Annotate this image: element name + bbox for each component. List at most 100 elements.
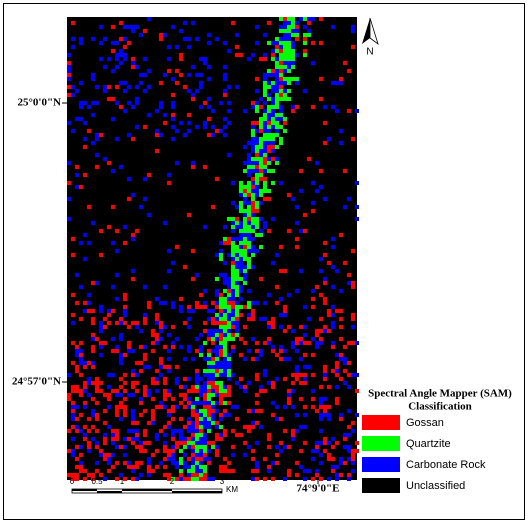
raster-pixel xyxy=(275,37,279,41)
raster-pixel xyxy=(331,245,335,249)
raster-pixel xyxy=(71,425,75,429)
raster-pixel xyxy=(319,417,323,421)
raster-pixel xyxy=(83,309,87,313)
raster-pixel xyxy=(267,161,271,165)
raster-pixel xyxy=(283,357,287,361)
raster-pixel xyxy=(351,249,355,253)
raster-pixel xyxy=(223,345,227,349)
raster-pixel xyxy=(323,121,327,125)
raster-pixel xyxy=(287,293,291,297)
raster-pixel xyxy=(135,389,139,393)
raster-pixel xyxy=(235,273,239,277)
raster-pixel xyxy=(87,381,91,385)
raster-pixel xyxy=(231,181,235,185)
raster-pixel xyxy=(291,105,295,109)
raster-pixel xyxy=(91,337,95,341)
raster-pixel xyxy=(119,333,123,337)
raster-pixel xyxy=(95,385,99,389)
raster-pixel xyxy=(199,457,203,461)
raster-pixel xyxy=(83,469,87,473)
raster-pixel xyxy=(195,453,199,457)
raster-pixel xyxy=(91,361,95,365)
raster-pixel xyxy=(139,461,143,465)
raster-pixel xyxy=(331,25,335,29)
raster-pixel xyxy=(131,61,135,65)
raster-pixel xyxy=(111,309,115,313)
raster-pixel xyxy=(267,229,271,233)
raster-pixel xyxy=(283,309,287,313)
raster-pixel xyxy=(267,293,271,297)
raster-pixel xyxy=(311,61,315,65)
raster-pixel xyxy=(123,373,127,377)
raster-pixel xyxy=(299,229,303,233)
raster-pixel xyxy=(247,173,251,177)
raster-pixel xyxy=(251,157,255,161)
raster-pixel xyxy=(195,37,199,41)
raster-pixel xyxy=(283,25,287,29)
raster-pixel xyxy=(251,469,255,473)
raster-pixel xyxy=(195,477,199,481)
raster-pixel xyxy=(203,373,207,377)
raster-pixel xyxy=(147,305,151,309)
raster-pixel xyxy=(207,369,211,373)
raster-pixel xyxy=(111,97,115,101)
raster-pixel xyxy=(203,413,207,417)
raster-pixel xyxy=(143,317,147,321)
raster-pixel xyxy=(311,305,315,309)
raster-pixel xyxy=(239,305,243,309)
raster-pixel xyxy=(267,97,271,101)
raster-pixel xyxy=(267,133,271,137)
raster-pixel xyxy=(323,413,327,417)
raster-pixel xyxy=(291,429,295,433)
raster-pixel xyxy=(175,69,179,73)
raster-pixel xyxy=(255,149,259,153)
raster-pixel xyxy=(267,137,271,141)
raster-pixel xyxy=(275,73,279,77)
raster-pixel xyxy=(107,313,111,317)
raster-pixel xyxy=(239,225,243,229)
raster-pixel xyxy=(247,193,251,197)
raster-pixel xyxy=(223,365,227,369)
raster-pixel xyxy=(275,121,279,125)
raster-pixel xyxy=(75,345,79,349)
raster-pixel xyxy=(71,417,75,421)
raster-pixel xyxy=(83,173,87,177)
raster-pixel xyxy=(283,89,287,93)
raster-pixel xyxy=(231,349,235,353)
raster-pixel xyxy=(235,237,239,241)
raster-pixel xyxy=(259,385,263,389)
raster-pixel xyxy=(151,329,155,333)
raster-pixel xyxy=(351,421,355,425)
raster-pixel xyxy=(235,433,239,437)
raster-pixel xyxy=(243,209,247,213)
raster-pixel xyxy=(115,57,119,61)
raster-pixel xyxy=(271,125,275,129)
raster-pixel xyxy=(123,89,127,93)
raster-pixel xyxy=(203,101,207,105)
raster-pixel xyxy=(239,285,243,289)
raster-pixel xyxy=(199,417,203,421)
raster-pixel xyxy=(343,357,347,361)
raster-pixel xyxy=(79,461,83,465)
raster-pixel xyxy=(71,93,75,97)
raster-pixel xyxy=(323,449,327,453)
raster-pixel xyxy=(127,393,131,397)
raster-pixel xyxy=(227,297,231,301)
raster-pixel xyxy=(291,345,295,349)
raster-pixel xyxy=(243,389,247,393)
raster-pixel xyxy=(207,77,211,81)
raster-pixel xyxy=(119,393,123,397)
raster-pixel xyxy=(247,241,251,245)
raster-pixel xyxy=(167,269,171,273)
raster-pixel xyxy=(267,381,271,385)
raster-pixel xyxy=(335,309,339,313)
raster-pixel xyxy=(219,305,223,309)
raster-pixel xyxy=(79,393,83,397)
raster-pixel xyxy=(215,389,219,393)
raster-pixel xyxy=(251,125,255,129)
raster-pixel xyxy=(251,149,255,153)
raster-pixel xyxy=(123,225,127,229)
raster-pixel xyxy=(219,413,223,417)
raster-pixel xyxy=(315,441,319,445)
raster-pixel xyxy=(211,385,215,389)
